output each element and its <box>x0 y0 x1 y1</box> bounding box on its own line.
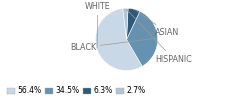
Text: WHITE: WHITE <box>85 2 111 48</box>
Text: HISPANIC: HISPANIC <box>126 9 192 64</box>
Wedge shape <box>96 8 142 70</box>
Legend: 56.4%, 34.5%, 6.3%, 2.7%: 56.4%, 34.5%, 6.3%, 2.7% <box>6 86 146 96</box>
Wedge shape <box>123 8 128 39</box>
Text: ASIAN: ASIAN <box>135 10 180 37</box>
Wedge shape <box>126 8 140 39</box>
Wedge shape <box>126 11 158 66</box>
Text: BLACK: BLACK <box>70 38 156 52</box>
